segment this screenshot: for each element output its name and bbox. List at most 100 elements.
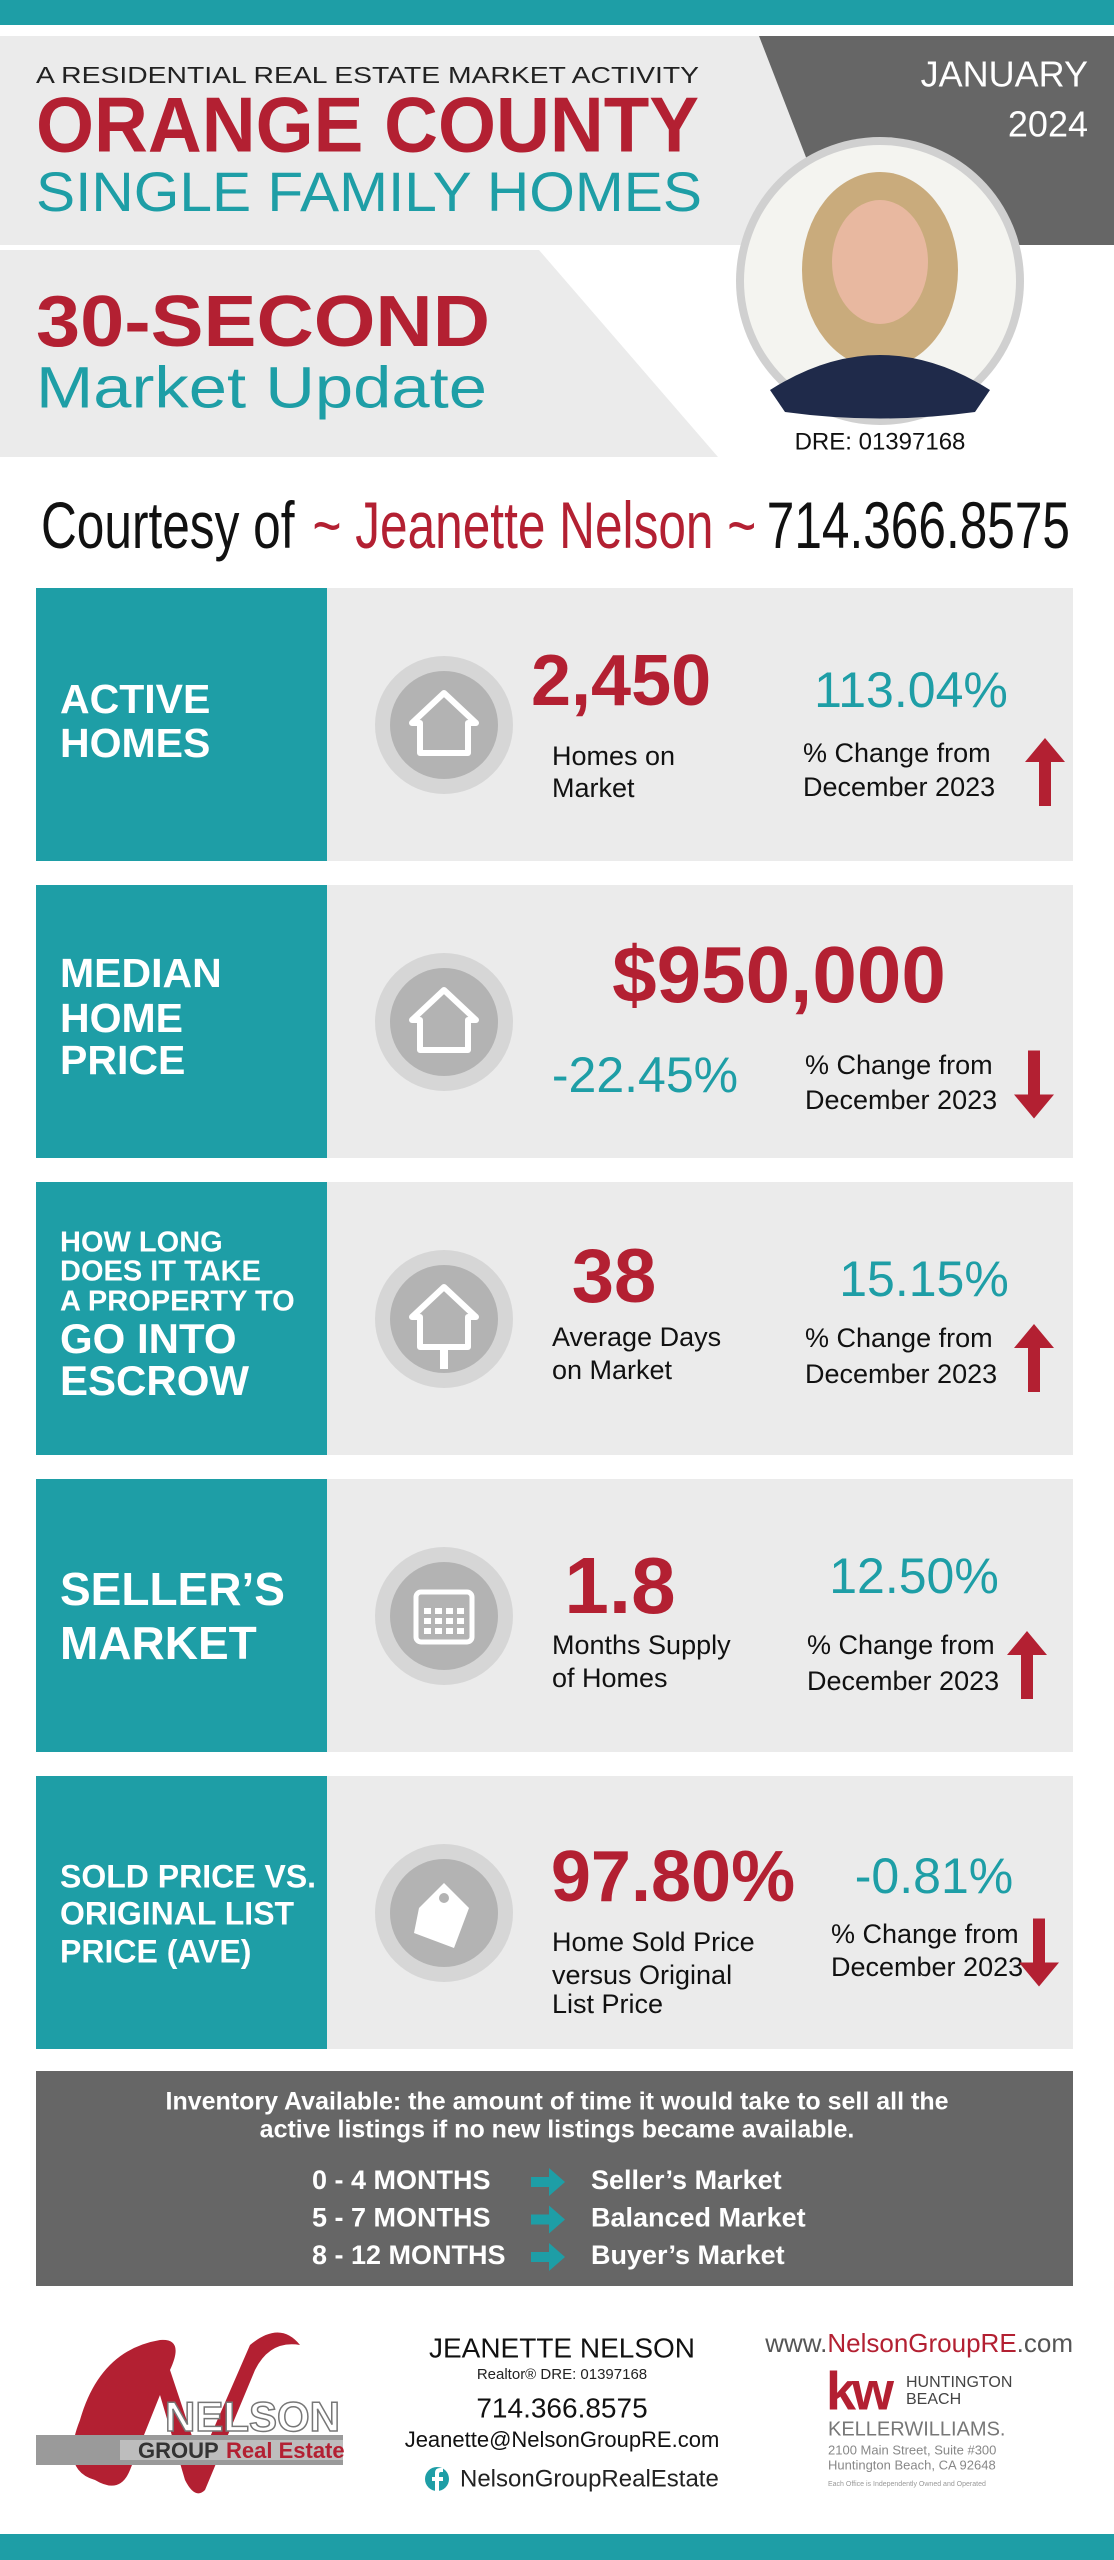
kw-address: 2100 Main Street, Suite #300 [828,2442,996,2457]
panel-label: HOME [60,995,183,1041]
title: ORANGE COUNTY [36,81,699,169]
inventory-market: Buyer’s Market [591,2240,785,2270]
inventory-market: Seller’s Market [591,2165,782,2195]
agent-title: Realtor® DRE: 01397168 [477,2366,647,2383]
panel-label: HOW LONG [60,1227,223,1259]
logo-name: NELSON [165,2393,340,2440]
logo-band-hi [120,2440,343,2460]
panel-caption: List Price [552,1989,663,2019]
kw-name: KELLERWILLIAMS. [828,2418,1005,2440]
icon-glyph [409,987,479,1053]
panel-caption: Home Sold Price [552,1927,755,1957]
panel-change-caption: % Change from [807,1630,995,1660]
icon-glyph [424,1628,431,1634]
website-domain: NelsonGroupRE [827,2328,1016,2358]
nelson-logo: NELSON GROUP Real Estate [36,2332,345,2494]
icon-disc [390,1562,498,1670]
kw-disclaimer: Each Office is Independently Owned and O… [828,2481,986,2488]
inventory-note: Inventory Available: the amount of time … [166,2088,949,2116]
logo-group: GROUP [138,2438,219,2463]
bottom-bar [0,2534,1114,2560]
dre: DRE: 01397168 [795,428,966,455]
icon-disc [390,968,498,1076]
panel-caption: of Homes [552,1663,668,1693]
panel-change: 15.15% [839,1251,1009,1307]
update-subtitle: Market Update [36,355,487,420]
agent-phone: 714.366.8575 [476,2392,647,2423]
panel-label: HOMES [60,720,210,766]
icon-glyph [414,1883,469,1948]
panel-change-caption: December 2023 [805,1085,997,1115]
panel-label: A PROPERTY TO [60,1286,295,1318]
panel-label: SOLD PRICE VS. [60,1858,316,1894]
photo-shoulders [770,355,990,419]
courtesy-prefix: Courtesy of [41,488,295,562]
icon-glyph [435,1628,442,1634]
panel-label-bg [36,1479,327,1752]
update-block [0,250,718,457]
kicker: A RESIDENTIAL REAL ESTATE MARKET ACTIVIT… [36,62,699,88]
icon-glyph [446,1628,453,1634]
panel-label: ACTIVE [60,676,210,722]
agent-photo [736,137,1024,425]
kw-address: Huntington Beach, CA 92648 [828,2457,996,2472]
trend-arrow [1014,1050,1054,1119]
panel-label: ORIGINAL LIST [60,1895,295,1931]
top-bar [0,0,1114,25]
panel-change-caption: December 2023 [831,1952,1023,1982]
panel-caption: versus Original [552,1960,732,1990]
icon-glyph [413,1589,475,1645]
icon-glyph [435,1608,442,1614]
panel-change: 113.04% [814,662,1008,718]
icon-glyph [409,690,479,756]
website: www.NelsonGroupRE.com [764,2328,1073,2358]
courtesy-line: Courtesy of~ Jeanette Nelson ~714.366.85… [41,488,1070,562]
icon-glyph [457,1628,464,1634]
panel-value: 38 [572,1234,657,1319]
panel-change-caption: % Change from [805,1050,993,1080]
logo-band [36,2435,343,2465]
photo-face [832,200,928,324]
icon-glyph [446,1608,453,1614]
inventory-arrow [531,2168,565,2196]
trend-arrow [1014,1324,1054,1392]
panel-change-caption: December 2023 [807,1666,999,1696]
panel-label-bg [36,588,327,861]
courtesy-phone: 714.366.8575 [767,488,1070,562]
kw-office: HUNTINGTON [906,2374,1012,2391]
icon-glyph [435,1618,442,1624]
subtitle: SINGLE FAMILY HOMES [36,160,702,223]
panel-label: ESCROW [60,1357,249,1404]
panel-label: DOES IT TAKE [60,1256,261,1288]
panel-caption: Average Days [552,1322,721,1352]
panel-label: SELLER’S [60,1563,285,1615]
icon-glyph [457,1608,464,1614]
panel-label: PRICE [60,1037,185,1083]
year: 2024 [1008,104,1088,145]
panel-change: 12.50% [829,1548,999,1604]
panel-value: $950,000 [612,930,946,1019]
icon-glyph [439,1893,449,1903]
agent-email: Jeanette@NelsonGroupRE.com [405,2427,720,2452]
logo-tagline: Real Estate [226,2438,345,2463]
panel-label: MARKET [60,1617,257,1669]
panel-change-caption: % Change from [831,1919,1019,1949]
inventory-arrow [531,2243,565,2271]
panel-change-caption: December 2023 [805,1359,997,1389]
inventory-note: active listings if no new listings becam… [260,2116,855,2144]
icon-glyph [440,1347,448,1369]
panel-change-caption: December 2023 [803,772,995,802]
icon-glyph [424,1618,431,1624]
trend-arrow [1007,1631,1047,1699]
update-title: 30-SECOND [36,282,490,362]
inventory-range: 8 - 12 MONTHS [312,2240,506,2270]
icon-glyph [409,1284,479,1350]
inventory-range: 0 - 4 MONTHS [312,2165,491,2195]
month: JANUARY [921,54,1088,95]
trend-arrow [1019,1918,1059,1987]
